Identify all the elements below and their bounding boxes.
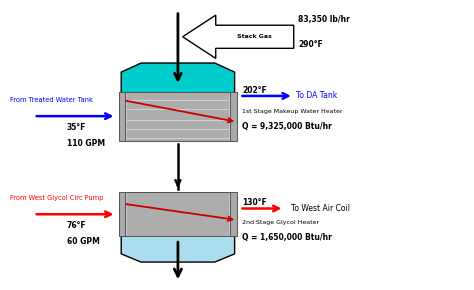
Text: 110 GPM: 110 GPM xyxy=(67,139,105,148)
Text: To West Air Coil: To West Air Coil xyxy=(292,204,350,213)
Text: From West Glycol Circ Pump: From West Glycol Circ Pump xyxy=(10,195,103,201)
Text: 290°F: 290°F xyxy=(299,40,323,49)
Text: 76°F: 76°F xyxy=(67,221,86,230)
Bar xyxy=(230,92,237,141)
Text: 35°F: 35°F xyxy=(67,123,86,132)
Bar xyxy=(118,192,126,236)
Polygon shape xyxy=(182,15,294,58)
Bar xyxy=(126,92,230,141)
Bar xyxy=(118,92,126,141)
Bar xyxy=(230,192,237,236)
Text: 1st Stage Makeup Water Heater: 1st Stage Makeup Water Heater xyxy=(242,109,342,114)
Text: 202°F: 202°F xyxy=(242,86,267,95)
Text: Q = 9,325,000 Btu/hr: Q = 9,325,000 Btu/hr xyxy=(242,122,332,131)
Text: 2nd Stage Glycol Heater: 2nd Stage Glycol Heater xyxy=(242,220,319,225)
Text: From Treated Water Tank: From Treated Water Tank xyxy=(10,97,93,103)
Text: 130°F: 130°F xyxy=(242,198,267,207)
Text: To DA Tank: To DA Tank xyxy=(296,91,337,100)
Polygon shape xyxy=(121,215,235,262)
Bar xyxy=(126,192,230,236)
Text: 60 GPM: 60 GPM xyxy=(67,237,100,246)
Text: Q = 1,650,000 Btu/hr: Q = 1,650,000 Btu/hr xyxy=(242,233,332,242)
Text: Stack Gas: Stack Gas xyxy=(237,34,272,39)
Text: 83,350 lb/hr: 83,350 lb/hr xyxy=(299,15,350,24)
Polygon shape xyxy=(121,63,235,115)
